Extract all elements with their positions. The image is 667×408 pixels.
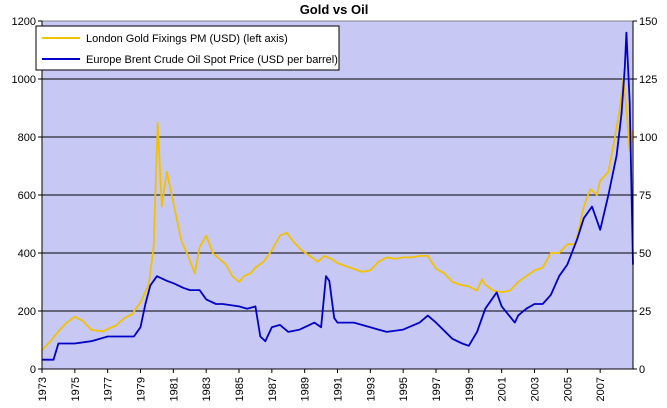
legend-box [35, 25, 340, 71]
y-left-tick-label-200: 200 [18, 306, 36, 318]
y-right-tick-label-25: 25 [639, 306, 651, 318]
y-right-tick-label-125: 125 [639, 74, 657, 86]
x-tick-label-2005: 2005 [562, 377, 574, 401]
y-right-tick-label-50: 50 [639, 248, 651, 260]
x-tick-label-1981: 1981 [168, 377, 180, 401]
legend-label-oil: Europe Brent Crude Oil Spot Price (USD p… [86, 54, 338, 66]
y-left-tick-label-600: 600 [18, 190, 36, 202]
x-tick-label-1997: 1997 [431, 377, 443, 401]
x-tick-label-1987: 1987 [267, 377, 279, 401]
legend-label-gold: London Gold Fixings PM (USD) (left axis) [86, 33, 288, 45]
x-tick-label-1973: 1973 [37, 377, 49, 401]
x-tick-label-1977: 1977 [103, 377, 115, 401]
x-tick-label-1993: 1993 [365, 377, 377, 401]
x-tick-label-1983: 1983 [201, 377, 213, 401]
x-tick-label-1995: 1995 [398, 377, 410, 401]
series-line-oil [42, 31, 634, 361]
x-tick-label-1985: 1985 [234, 377, 246, 401]
x-tick-label-2007: 2007 [595, 377, 607, 401]
y-right-tick-label-0: 0 [639, 364, 645, 376]
y-right-tick-label-150: 150 [639, 16, 657, 28]
y-left-tick-label-800: 800 [18, 132, 36, 144]
y-right-tick-label-75: 75 [639, 190, 651, 202]
y-left-tick-label-0: 0 [30, 364, 36, 376]
legend: London Gold Fixings PM (USD) (left axis)… [35, 25, 340, 71]
y-left-tick-label-1200: 1200 [12, 16, 36, 28]
x-tick-label-1999: 1999 [464, 377, 476, 401]
y-left-tick-label-400: 400 [18, 248, 36, 260]
x-tick-label-1989: 1989 [300, 377, 312, 401]
x-tick-label-1979: 1979 [136, 377, 148, 401]
y-left-tick-label-1000: 1000 [12, 74, 36, 86]
series-line-gold [41, 78, 634, 351]
x-tick-label-2003: 2003 [530, 377, 542, 401]
chart-title: Gold vs Oil [300, 2, 369, 17]
series-lines [41, 31, 634, 361]
x-tick-label-2001: 2001 [497, 377, 509, 401]
x-tick-label-1991: 1991 [333, 377, 345, 401]
x-tick-label-1975: 1975 [70, 377, 82, 401]
gridlines [42, 78, 633, 312]
axes: 0 200 400 600 800 1000 1200 0 25 50 75 100 125 150 197… [12, 16, 658, 401]
y-right-tick-label-100: 100 [639, 132, 657, 144]
